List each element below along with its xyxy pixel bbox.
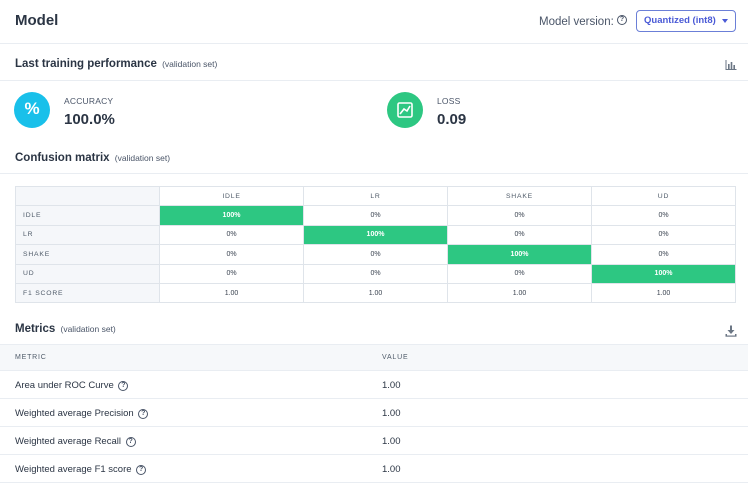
- f1-cell: 1.00: [447, 282, 592, 304]
- table-row: Area under ROC Curve ? 1.00: [0, 371, 748, 399]
- metric-value: 1.00: [382, 380, 401, 391]
- model-version-label: Model version:: [539, 16, 614, 28]
- accuracy-icon: %: [14, 92, 50, 128]
- confusion-row: LR 0% 100% 0% 0%: [15, 224, 736, 246]
- loss-icon: [387, 92, 423, 128]
- confusion-title: Confusion matrix: [15, 152, 110, 164]
- metric-name-text: Area under ROC Curve: [15, 380, 114, 391]
- model-version-value: Quantized (int8): [644, 15, 716, 26]
- matrix-cell: 100%: [159, 205, 304, 226]
- bar-chart-icon[interactable]: [725, 60, 737, 70]
- matrix-cell: 100%: [303, 224, 448, 246]
- corner-cell: [15, 185, 160, 207]
- accuracy-label: ACCURACY: [64, 96, 114, 106]
- f1-score-row: F1 SCORE 1.00 1.00 1.00 1.00: [15, 282, 736, 304]
- metric-name: Weighted average Precision ?: [15, 408, 149, 419]
- performance-section-title: Last training performance (validation se…: [15, 58, 217, 70]
- matrix-cell: 0%: [447, 263, 592, 284]
- matrix-cell: 0%: [303, 205, 448, 226]
- matrix-cell: 0%: [303, 244, 448, 265]
- column-header-value: VALUE: [382, 354, 409, 361]
- metric-name-text: Weighted average Precision: [15, 408, 134, 419]
- metrics-title: Metrics: [15, 323, 56, 335]
- metrics-section-title: Metrics (validation set): [15, 323, 116, 335]
- column-header-metric: METRIC: [15, 354, 47, 361]
- metrics-table-header: METRIC VALUE: [0, 344, 748, 371]
- matrix-cell: 0%: [159, 263, 304, 284]
- metric-name: Weighted average F1 score ?: [15, 464, 147, 475]
- page-title: Model: [15, 12, 59, 29]
- loss-label: LOSS: [437, 96, 461, 106]
- column-header: UD: [591, 185, 736, 207]
- download-icon[interactable]: [725, 325, 737, 337]
- help-icon[interactable]: ?: [136, 465, 147, 475]
- page-header: Model Model version: ? Quantized (int8): [0, 0, 748, 44]
- metric-value: 1.00: [382, 464, 401, 475]
- f1-cell: 1.00: [303, 282, 448, 304]
- column-header: LR: [303, 185, 448, 207]
- metric-name-text: Weighted average F1 score: [15, 464, 132, 475]
- divider: [0, 80, 748, 81]
- help-icon[interactable]: ?: [617, 15, 627, 25]
- performance-subtitle: (validation set): [162, 59, 218, 69]
- help-icon[interactable]: ?: [118, 381, 129, 391]
- matrix-cell: 0%: [447, 224, 592, 246]
- divider: [0, 173, 748, 174]
- confusion-row: SHAKE 0% 0% 100% 0%: [15, 244, 736, 265]
- accuracy-value: 100.0%: [64, 111, 115, 128]
- performance-title: Last training performance: [15, 58, 157, 70]
- metric-name: Area under ROC Curve ?: [15, 380, 129, 391]
- matrix-cell: 100%: [447, 244, 592, 265]
- matrix-cell: 0%: [159, 244, 304, 265]
- f1-cell: 1.00: [159, 282, 304, 304]
- row-header: UD: [15, 263, 160, 284]
- confusion-row: IDLE 100% 0% 0% 0%: [15, 205, 736, 226]
- table-row: Weighted average F1 score ? 1.00: [0, 455, 748, 483]
- row-header: LR: [15, 224, 160, 246]
- confusion-matrix-table: IDLE LR SHAKE UD IDLE 100% 0% 0% 0% LR 0…: [15, 185, 736, 304]
- matrix-cell: 100%: [591, 263, 736, 284]
- matrix-cell: 0%: [303, 263, 448, 284]
- metric-value: 1.00: [382, 408, 401, 419]
- column-header: IDLE: [159, 185, 304, 207]
- row-header: IDLE: [15, 205, 160, 226]
- confusion-section-title: Confusion matrix (validation set): [15, 152, 170, 164]
- confusion-subtitle: (validation set): [114, 153, 171, 163]
- table-row: Weighted average Recall ? 1.00: [0, 427, 748, 455]
- percent-glyph: %: [24, 99, 40, 118]
- column-header: SHAKE: [447, 185, 592, 207]
- f1-cell: 1.00: [591, 282, 736, 304]
- metric-value: 1.00: [382, 436, 401, 447]
- confusion-header-row: IDLE LR SHAKE UD: [15, 185, 736, 207]
- metrics-subtitle: (validation set): [60, 324, 116, 334]
- matrix-cell: 0%: [159, 224, 304, 246]
- model-version-select[interactable]: Quantized (int8): [636, 10, 736, 32]
- chevron-down-icon: [722, 19, 728, 23]
- metric-name: Weighted average Recall ?: [15, 436, 136, 447]
- help-icon[interactable]: ?: [125, 437, 136, 447]
- matrix-cell: 0%: [447, 205, 592, 226]
- matrix-cell: 0%: [591, 205, 736, 226]
- matrix-cell: 0%: [591, 244, 736, 265]
- loss-value: 0.09: [437, 111, 467, 128]
- matrix-cell: 0%: [591, 224, 736, 246]
- metric-name-text: Weighted average Recall: [15, 436, 121, 447]
- confusion-row: UD 0% 0% 0% 100%: [15, 263, 736, 284]
- trend-chart-icon: [397, 102, 413, 118]
- table-row: Weighted average Precision ? 1.00: [0, 399, 748, 427]
- row-header: SHAKE: [15, 244, 160, 265]
- row-header: F1 SCORE: [15, 282, 160, 304]
- help-icon[interactable]: ?: [138, 409, 149, 419]
